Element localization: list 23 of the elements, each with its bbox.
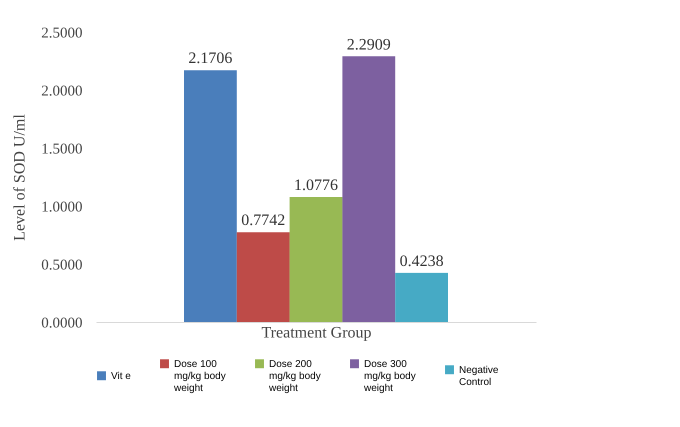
data-label: 0.7742	[241, 212, 286, 230]
bar	[395, 272, 448, 322]
bar	[342, 56, 396, 322]
data-label: 1.0776	[294, 177, 338, 194]
legend-label: Vit e	[111, 370, 132, 382]
y-tick-label: 0.5000	[41, 258, 82, 274]
y-tick-label: 1.0000	[41, 200, 82, 216]
legend-label: Dose 100 mg/kg body weight	[173, 358, 226, 394]
data-label: 2.2909	[346, 36, 391, 54]
y-tick-label: 2.0000	[41, 84, 82, 100]
bar	[236, 232, 290, 322]
x-axis-title: Treatment Group	[261, 324, 372, 342]
legend-label: Dose 200 mg/kg body weight	[268, 358, 321, 394]
y-axis-title: Level of SOD U/ml	[11, 114, 28, 241]
bar	[290, 197, 342, 322]
y-tick-label: 1.5000	[41, 142, 82, 158]
y-tick-label: 0.0000	[41, 316, 82, 332]
legend-label: Negative Control	[459, 364, 499, 388]
bar	[184, 70, 237, 322]
y-tick-label: 2.5000	[41, 26, 82, 42]
data-label: 2.1706	[188, 50, 232, 68]
data-label: 0.4238	[400, 252, 444, 270]
legend-label: Dose 300 mg/kg body weight	[363, 358, 416, 394]
